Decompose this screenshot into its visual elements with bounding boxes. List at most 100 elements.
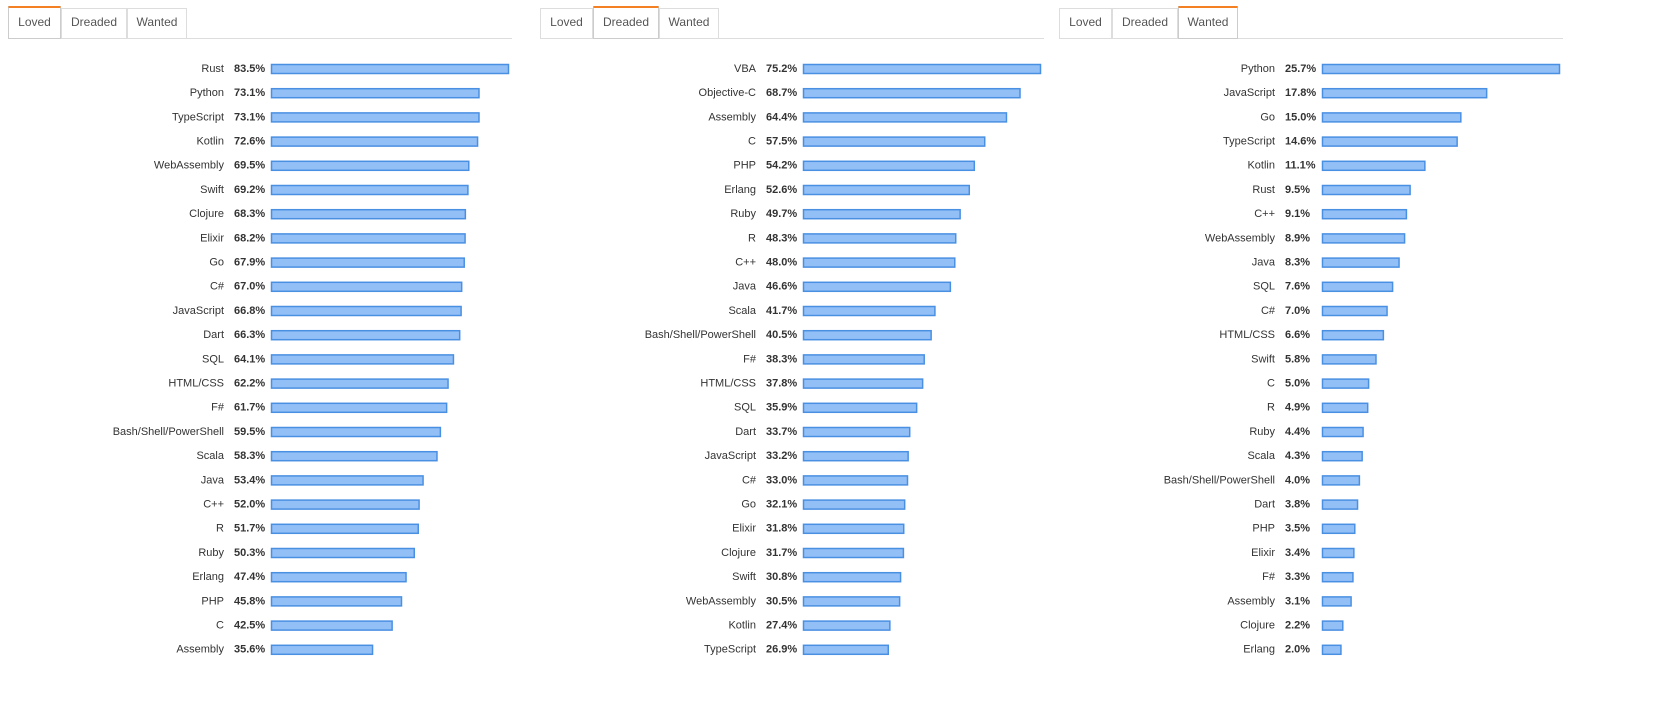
value-label: 33.0% [766,474,797,486]
tab-label[interactable]: Dreaded [1122,15,1168,29]
tab[interactable] [1112,8,1178,39]
category-label: Elixir [1251,547,1275,559]
value-label: 35.6% [234,644,265,656]
bar [1321,475,1361,486]
bar [270,305,462,317]
bar [802,87,1021,99]
value-label: 3.5% [1285,523,1310,535]
value-label: 41.7% [766,305,797,317]
category-label: C [748,136,756,148]
value-label: 73.1% [234,111,265,123]
bar [1321,596,1352,607]
bar [1321,87,1488,99]
value-label: 73.1% [234,87,265,99]
bar [270,87,480,99]
bar [270,329,461,341]
value-label: 66.3% [234,329,265,341]
bar [802,547,905,559]
tab-label[interactable]: Dreaded [71,15,117,29]
bar [802,644,890,656]
category-label: Java [1252,257,1276,269]
bar [802,160,976,172]
tab-label[interactable]: Loved [1069,15,1102,29]
value-label: 61.7% [234,402,265,414]
category-label: Assembly [708,111,756,123]
tab[interactable] [659,8,719,39]
category-label: Objective-C [699,87,757,99]
value-label: 49.7% [766,208,797,220]
value-label: 33.7% [766,426,797,438]
tab[interactable] [540,8,593,39]
value-label: 4.4% [1285,426,1310,438]
category-label: Scala [1247,450,1275,462]
bar [270,378,449,389]
value-label: 31.7% [766,547,797,559]
value-label: 48.3% [766,232,797,244]
bar [1321,571,1354,583]
value-label: 15.0% [1285,111,1316,123]
value-label: 46.6% [766,281,797,293]
tab-label[interactable]: Wanted [669,15,710,29]
bar [802,136,986,147]
bar [802,402,918,414]
category-label: WebAssembly [154,160,225,172]
bar [1321,547,1355,559]
tab[interactable] [8,6,61,39]
value-label: 40.5% [766,329,797,341]
value-label: 47.4% [234,571,265,583]
category-label: Erlang [192,571,224,583]
value-label: 9.5% [1285,184,1310,196]
value-label: 69.5% [234,160,265,172]
category-label: Clojure [721,547,756,559]
category-label: C++ [1254,208,1275,220]
value-label: 64.4% [766,111,797,123]
value-label: 3.1% [1285,595,1310,607]
category-label: Python [190,87,224,99]
value-label: 11.1% [1285,160,1316,172]
value-label: 75.2% [766,63,797,75]
tab[interactable] [593,6,659,39]
tab-label[interactable]: Wanted [137,15,178,29]
value-label: 52.6% [766,184,797,196]
tab-label[interactable]: Dreaded [603,15,649,29]
value-label: 14.6% [1285,136,1316,148]
value-label: 69.2% [234,184,265,196]
tab-label[interactable]: Loved [550,15,583,29]
value-label: 83.5% [234,63,265,75]
tab[interactable] [1059,8,1112,39]
value-label: 3.8% [1285,499,1310,511]
value-label: 45.8% [234,595,265,607]
bar [1321,329,1385,341]
category-label: WebAssembly [1205,232,1276,244]
value-label: 67.0% [234,281,265,293]
tab-label[interactable]: Loved [18,15,51,29]
category-label: JavaScript [173,305,224,317]
bar [1321,136,1458,147]
value-label: 68.2% [234,232,265,244]
tab[interactable] [61,8,127,39]
value-label: 48.0% [766,257,797,269]
category-label: Clojure [189,208,224,220]
tab[interactable] [1178,6,1238,39]
bar [1321,184,1411,196]
bar [802,620,891,631]
bar [1321,160,1426,172]
bar [270,450,438,462]
category-label: Java [733,281,757,293]
tab-label[interactable]: Wanted [1188,15,1229,29]
bar [270,63,510,75]
category-label: Scala [196,450,224,462]
category-label: Go [209,257,224,269]
category-label: HTML/CSS [168,378,224,390]
category-label: TypeScript [704,644,756,656]
bar [802,450,909,462]
value-label: 64.1% [234,353,265,365]
value-label: 54.2% [766,160,797,172]
category-label: WebAssembly [686,595,757,607]
bar [270,257,465,268]
tab[interactable] [127,8,187,39]
value-label: 2.2% [1285,620,1310,632]
category-label: Kotlin [196,136,224,148]
